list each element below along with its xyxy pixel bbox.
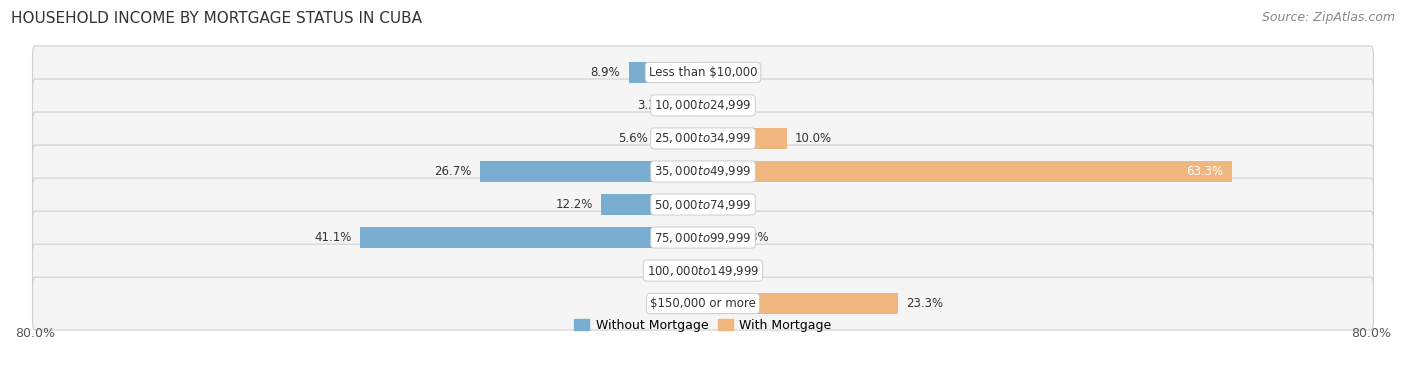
Text: Source: ZipAtlas.com: Source: ZipAtlas.com <box>1261 11 1395 24</box>
Bar <box>628 62 703 83</box>
Bar <box>685 260 703 281</box>
Text: 5.6%: 5.6% <box>619 132 648 145</box>
FancyBboxPatch shape <box>32 244 1374 297</box>
Text: 12.2%: 12.2% <box>555 198 593 211</box>
Text: $75,000 to $99,999: $75,000 to $99,999 <box>654 231 752 245</box>
FancyBboxPatch shape <box>32 145 1374 198</box>
Text: 23.3%: 23.3% <box>905 297 943 310</box>
FancyBboxPatch shape <box>32 178 1374 231</box>
FancyBboxPatch shape <box>32 277 1374 330</box>
Text: 41.1%: 41.1% <box>314 231 352 244</box>
FancyBboxPatch shape <box>32 211 1374 264</box>
Text: 3.3%: 3.3% <box>740 231 769 244</box>
FancyBboxPatch shape <box>32 112 1374 165</box>
Text: $50,000 to $74,999: $50,000 to $74,999 <box>654 198 752 212</box>
Text: $150,000 or more: $150,000 or more <box>650 297 756 310</box>
Bar <box>703 227 731 248</box>
Bar <box>703 128 786 149</box>
Bar <box>703 161 1232 182</box>
Bar <box>657 128 703 149</box>
Text: 0.0%: 0.0% <box>711 99 741 112</box>
FancyBboxPatch shape <box>32 46 1374 99</box>
Text: 8.9%: 8.9% <box>591 66 620 79</box>
Bar <box>479 161 703 182</box>
Text: 3.3%: 3.3% <box>637 99 666 112</box>
Legend: Without Mortgage, With Mortgage: Without Mortgage, With Mortgage <box>569 314 837 337</box>
Text: $100,000 to $149,999: $100,000 to $149,999 <box>647 263 759 277</box>
Text: 0.0%: 0.0% <box>711 66 741 79</box>
Text: $25,000 to $34,999: $25,000 to $34,999 <box>654 132 752 146</box>
Bar <box>675 95 703 116</box>
Text: 2.2%: 2.2% <box>647 264 676 277</box>
Text: Less than $10,000: Less than $10,000 <box>648 66 758 79</box>
Bar <box>703 293 897 314</box>
Text: $10,000 to $24,999: $10,000 to $24,999 <box>654 98 752 112</box>
Bar <box>360 227 703 248</box>
FancyBboxPatch shape <box>32 79 1374 132</box>
Bar <box>602 194 703 215</box>
Text: 0.0%: 0.0% <box>711 264 741 277</box>
Text: $35,000 to $49,999: $35,000 to $49,999 <box>654 164 752 178</box>
Text: 26.7%: 26.7% <box>434 165 471 178</box>
Text: 0.0%: 0.0% <box>711 198 741 211</box>
Text: 63.3%: 63.3% <box>1187 165 1223 178</box>
Text: 10.0%: 10.0% <box>794 132 832 145</box>
Text: 0.0%: 0.0% <box>665 297 695 310</box>
Text: HOUSEHOLD INCOME BY MORTGAGE STATUS IN CUBA: HOUSEHOLD INCOME BY MORTGAGE STATUS IN C… <box>11 11 422 26</box>
